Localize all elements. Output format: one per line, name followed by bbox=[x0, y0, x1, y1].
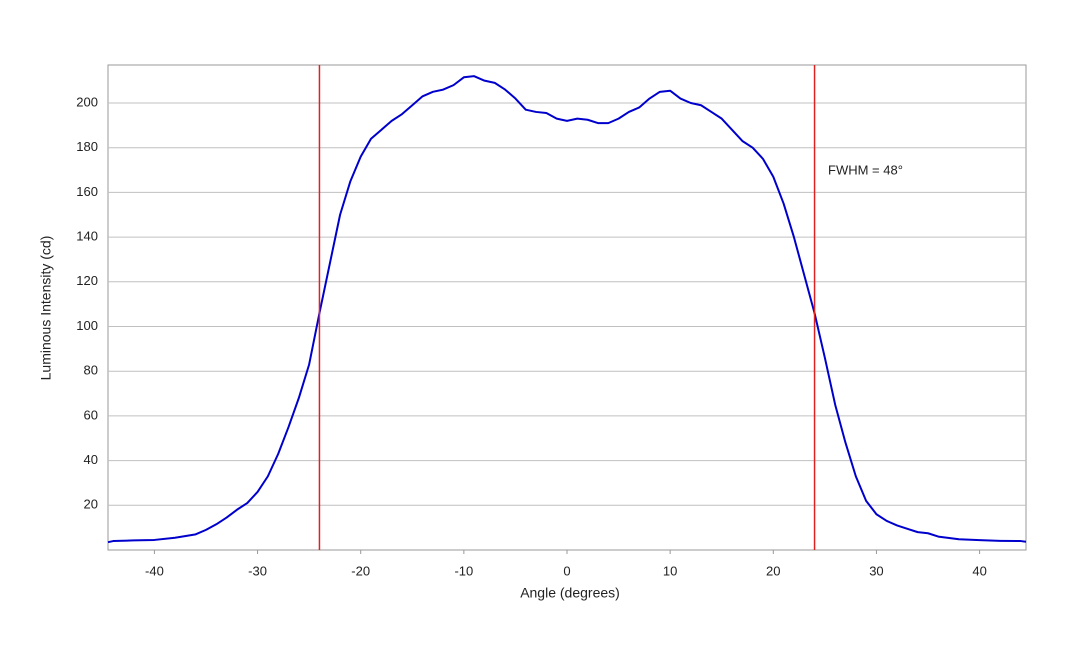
x-axis-label: Angle (degrees) bbox=[520, 585, 620, 601]
x-tick-label: -40 bbox=[145, 563, 164, 578]
x-tick-label: 30 bbox=[869, 563, 883, 578]
y-axis-label: Luminous Intensity (cd) bbox=[38, 236, 54, 381]
y-tick-label: 60 bbox=[84, 407, 98, 422]
x-tick-label: 40 bbox=[972, 563, 986, 578]
data-line bbox=[107, 75, 1027, 544]
plot-frame bbox=[107, 64, 1027, 551]
y-tick-label: 160 bbox=[76, 184, 98, 199]
y-tick-label: 80 bbox=[84, 363, 98, 378]
y-tick-label: 200 bbox=[76, 94, 98, 109]
annotation: FWHM = 48° bbox=[828, 162, 903, 177]
x-tick-label: -30 bbox=[248, 563, 267, 578]
x-tick-label: 10 bbox=[663, 563, 677, 578]
x-tick-label: 20 bbox=[766, 563, 780, 578]
y-tick-label: 120 bbox=[76, 273, 98, 288]
x-tick-label: -10 bbox=[454, 563, 473, 578]
y-tick-label: 180 bbox=[76, 139, 98, 154]
y-tick-label: 100 bbox=[76, 318, 98, 333]
x-tick-label: -20 bbox=[351, 563, 370, 578]
x-tick-label: 0 bbox=[563, 563, 570, 578]
y-tick-label: 140 bbox=[76, 229, 98, 244]
y-tick-label: 20 bbox=[84, 497, 98, 512]
y-tick-label: 40 bbox=[84, 452, 98, 467]
